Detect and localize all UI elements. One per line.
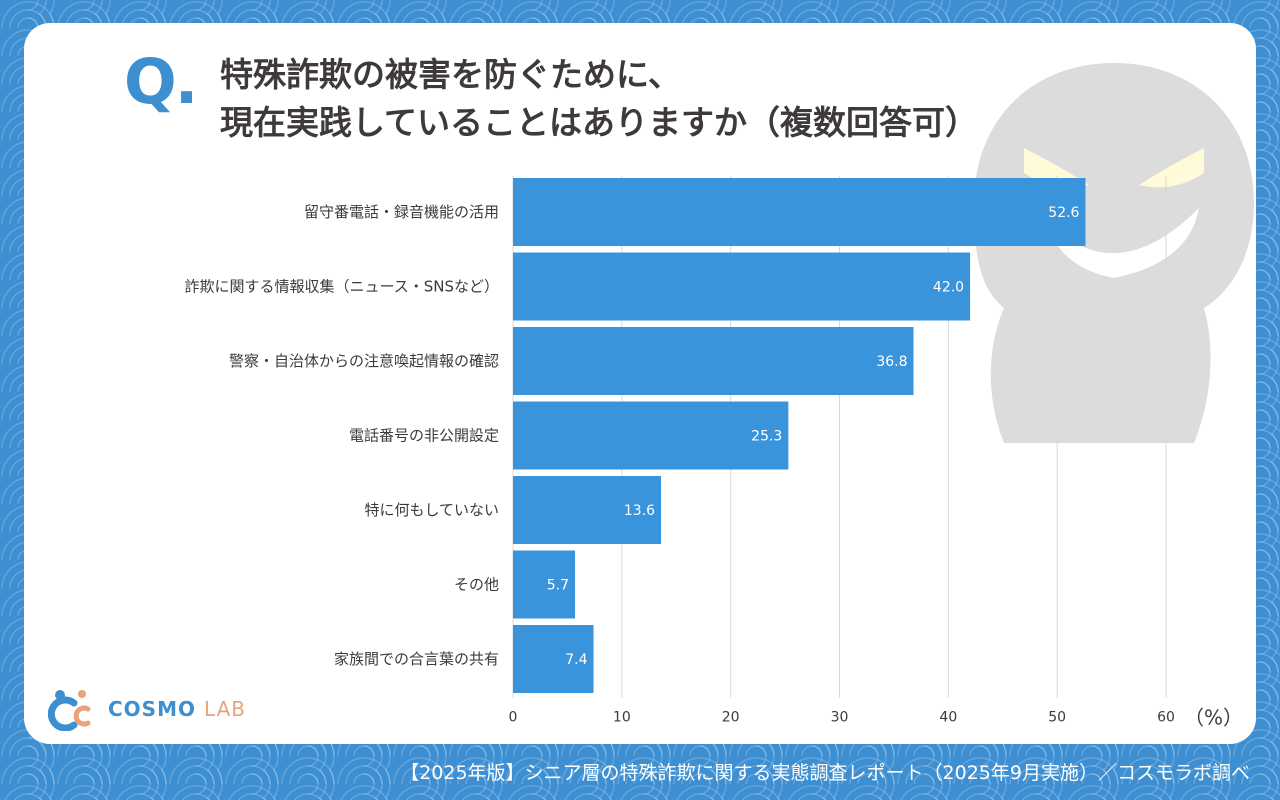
cosmo-lab-logo-icon [48, 690, 91, 731]
value-label: 42.0 [933, 280, 964, 296]
category-label: 警察・自治体からの注意喚起情報の確認 [229, 352, 499, 370]
category-label: 詐欺に関する情報収集（ニュース・SNSなど） [184, 278, 499, 296]
bar [513, 178, 1086, 246]
category-label: 家族間での合言葉の共有 [334, 650, 499, 668]
question-title: 特殊詐欺の被害を防ぐために、 現在実践していることはありますか（複数回答可） [220, 51, 1120, 147]
value-label: 52.6 [1048, 205, 1079, 221]
tick-label: 40 [939, 710, 957, 726]
logo-sub-text: LAB [203, 697, 246, 721]
bar [513, 401, 789, 470]
tick-label: 0 [509, 710, 518, 726]
tick-label: 50 [1048, 710, 1066, 726]
value-label: 25.3 [751, 429, 782, 445]
category-label: 特に何もしていない [364, 501, 499, 519]
axis-unit-label: （%） [1184, 706, 1243, 730]
bar [513, 252, 971, 321]
bar [513, 550, 576, 619]
tick-label: 20 [722, 710, 740, 726]
question-line-2: 現在実践していることはありますか（複数回答可） [220, 103, 979, 142]
logo-text: COSMO LAB [108, 697, 246, 721]
cosmo-lab-logo: COSMO LAB [48, 687, 246, 731]
card: Q. 特殊詐欺の被害を防ぐために、 現在実践していることはありますか（複数回答可… [24, 23, 1256, 744]
question-mark: Q. [124, 45, 198, 118]
bar [513, 476, 662, 544]
villain-silhouette-icon [974, 63, 1254, 443]
category-label: その他 [454, 576, 499, 594]
bar [513, 327, 914, 395]
question-line-1: 特殊詐欺の被害を防ぐために、 [220, 55, 682, 94]
tick-label: 10 [613, 710, 631, 726]
value-label: 13.6 [624, 503, 655, 519]
bar [513, 625, 594, 693]
value-label: 36.8 [876, 354, 907, 370]
tick-label: 60 [1157, 710, 1175, 726]
tick-label: 30 [831, 710, 849, 726]
category-label: 電話番号の非公開設定 [349, 427, 499, 445]
value-label: 5.7 [547, 578, 569, 594]
value-label: 7.4 [565, 652, 587, 668]
category-label: 留守番電話・録音機能の活用 [304, 203, 499, 221]
bar-chart: 留守番電話・録音機能の活用 52.6 詐欺に関する情報収集（ニュース・SNSなど） 4… [184, 176, 1243, 730]
logo-main-text: COSMO [108, 697, 196, 721]
footer-credit: 【2025年版】シニア層の特殊詐欺に関する実態調査レポート（2025年9月実施）… [400, 762, 1250, 784]
